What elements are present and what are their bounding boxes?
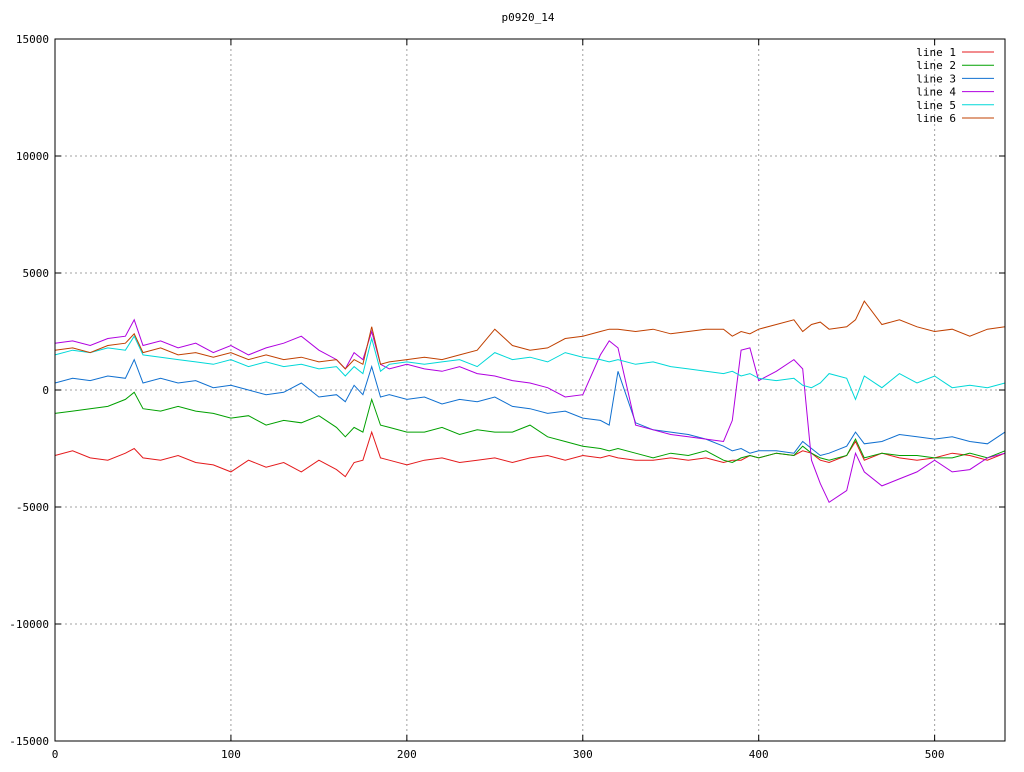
legend-label: line 6 [916, 112, 956, 125]
y-tick-label: -5000 [16, 501, 49, 514]
x-tick-label: 100 [221, 748, 241, 761]
x-tick-label: 300 [573, 748, 593, 761]
y-tick-label: -10000 [9, 618, 49, 631]
series-lines [54, 300, 1006, 504]
x-tick-label: 500 [925, 748, 945, 761]
y-tick-label: 5000 [23, 267, 50, 280]
y-tick-label: -15000 [9, 735, 49, 748]
x-tick-label: 200 [397, 748, 417, 761]
legend-label: line 4 [916, 86, 956, 99]
x-tick-label: 0 [52, 748, 59, 761]
legend-label: line 5 [916, 99, 956, 112]
y-tick-label: 10000 [16, 150, 49, 163]
series-line-4 [54, 318, 1006, 504]
series-line-1 [54, 430, 1006, 478]
axis-ticks: -15000 -10000 -5000 0 5000 10000 15000 0 100 200 3… [9, 33, 1005, 761]
grid-lines [55, 39, 1005, 741]
series-line-3 [54, 358, 1006, 457]
series-line-5 [54, 335, 1006, 401]
chart-title: p0920_14 [502, 11, 555, 24]
x-tick-label: 400 [749, 748, 769, 761]
legend-label: line 1 [916, 46, 956, 59]
series-line-2 [54, 391, 1006, 464]
y-tick-label: 15000 [16, 33, 49, 46]
legend-label: line 3 [916, 72, 956, 85]
series-line-6 [54, 300, 1006, 370]
legend-label: line 2 [916, 59, 956, 72]
y-tick-label: 0 [42, 384, 49, 397]
